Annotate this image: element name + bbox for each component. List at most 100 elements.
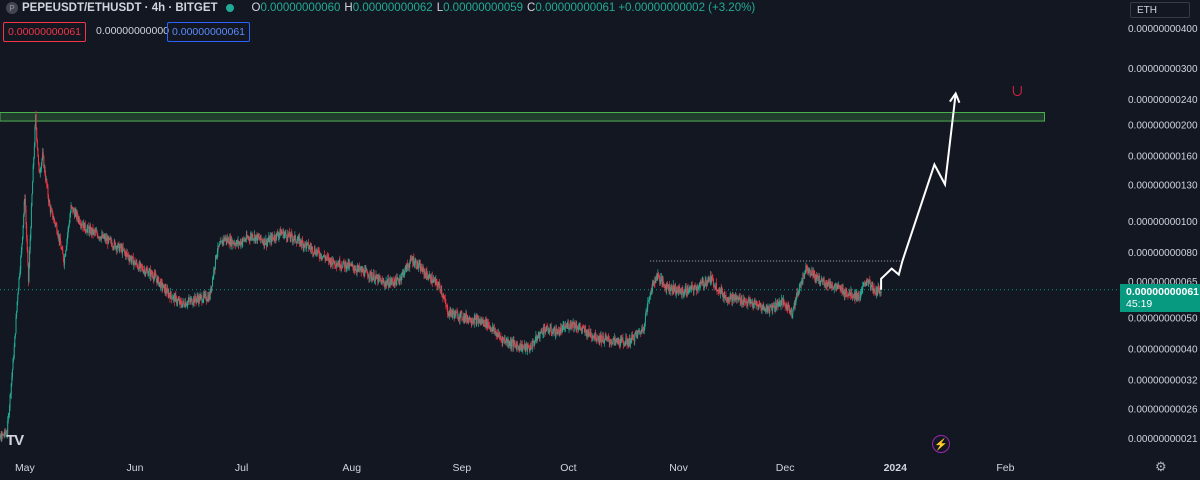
candle-body <box>641 328 643 332</box>
candle-body <box>389 279 391 283</box>
close-value: 0.00000000061 <box>535 2 616 14</box>
candle-body <box>774 306 776 309</box>
candle-body <box>354 269 356 271</box>
candle-body <box>669 284 671 292</box>
candle-body <box>187 301 189 305</box>
candle-body <box>235 244 237 246</box>
buy-button[interactable]: 0.00000000061 <box>167 22 250 42</box>
candle-body <box>798 292 800 295</box>
candle-body <box>729 295 731 302</box>
candle-body <box>688 291 690 293</box>
candle-body <box>602 335 604 341</box>
candle-body <box>15 317 17 334</box>
symbol-title[interactable]: PEPEUSDT/ETHUSDT · 4h · BITGET <box>22 2 218 14</box>
candle-body <box>154 273 156 277</box>
candle-body <box>144 269 146 275</box>
candle-body <box>199 296 201 301</box>
candle-body <box>244 239 246 241</box>
candle-body <box>172 298 174 300</box>
candle-body <box>233 243 235 245</box>
candle-body <box>331 263 333 266</box>
candle-body <box>469 317 471 322</box>
candle-body <box>702 280 704 287</box>
candle-body <box>831 284 833 288</box>
candle-body <box>403 272 405 276</box>
candle-body <box>690 286 692 290</box>
candle-body <box>531 341 533 349</box>
candle-body <box>337 263 339 265</box>
candle-body <box>112 246 114 249</box>
candle-body <box>403 271 405 276</box>
candle-body <box>122 246 124 250</box>
candle-body <box>291 234 293 238</box>
candle-body <box>855 293 857 299</box>
candle-body <box>524 343 526 347</box>
sell-button[interactable]: 0.00000000061 <box>3 22 86 42</box>
candle-body <box>193 298 195 304</box>
tradingview-logo[interactable]: TV <box>6 432 24 449</box>
candle-body <box>336 264 338 267</box>
candle-body <box>663 283 665 285</box>
candle-body <box>39 171 41 174</box>
candle-body <box>688 288 690 292</box>
candle-body <box>370 271 372 273</box>
candle-body <box>380 279 382 281</box>
candle-body <box>25 209 27 225</box>
candle-body <box>561 328 563 332</box>
candle-body <box>699 283 701 285</box>
candle-body <box>183 302 185 306</box>
price-tick-label: 0.00000000040 <box>1128 344 1198 355</box>
candle-body <box>35 114 37 128</box>
candle-body <box>244 239 246 241</box>
candle-body <box>788 304 790 306</box>
candle-body <box>157 278 159 284</box>
candle-body <box>319 253 321 258</box>
candle-body <box>3 434 5 436</box>
candle-body <box>526 344 528 351</box>
price-axis[interactable]: 0.000000004000.000000003000.000000002400… <box>1128 24 1198 445</box>
price-tick-label: 0.00000000032 <box>1128 375 1198 386</box>
candle-body <box>486 319 488 327</box>
lightning-icon[interactable]: ⚡ <box>932 435 950 453</box>
price-tick-label: 0.00000000300 <box>1128 64 1198 75</box>
candle-body <box>189 299 191 302</box>
candle-body <box>853 293 855 298</box>
candle-body <box>292 239 294 241</box>
candle-body <box>845 291 847 294</box>
candle-body <box>95 231 97 233</box>
candle-body <box>680 290 682 293</box>
candle-body <box>611 343 613 344</box>
candle-body <box>38 162 40 171</box>
candle-body <box>803 273 805 276</box>
currency-button[interactable]: ETH <box>1130 2 1190 18</box>
candle-body <box>457 312 459 319</box>
candle-body <box>824 285 826 286</box>
candle-body <box>694 284 696 287</box>
candle-body <box>509 340 511 345</box>
high-value: 0.00000000062 <box>352 2 433 14</box>
candle-body <box>797 293 799 295</box>
candle-body <box>26 238 28 251</box>
candle-body <box>553 330 555 332</box>
candle-body <box>616 338 618 343</box>
candle-body <box>801 281 803 283</box>
candle-body <box>554 334 556 336</box>
candle-body <box>150 270 152 277</box>
candle-body <box>645 310 647 317</box>
time-axis[interactable]: May Jun Jul Aug Sep Oct Nov Dec 2024 Feb <box>15 462 1015 474</box>
candle-body <box>319 255 321 258</box>
candle-body <box>212 276 214 278</box>
candle-body <box>90 228 92 234</box>
candle-body <box>12 359 14 370</box>
candle-body <box>793 305 795 308</box>
candle-body <box>463 315 465 321</box>
gear-icon[interactable]: ⚙ <box>1155 459 1167 474</box>
candle-body <box>58 234 60 242</box>
price-tick-label: 0.00000000130 <box>1128 180 1198 191</box>
candle-body <box>419 263 421 265</box>
candle-body <box>341 265 343 267</box>
candle-body <box>314 248 316 254</box>
candle-body <box>512 340 514 347</box>
candle-body <box>765 310 767 312</box>
